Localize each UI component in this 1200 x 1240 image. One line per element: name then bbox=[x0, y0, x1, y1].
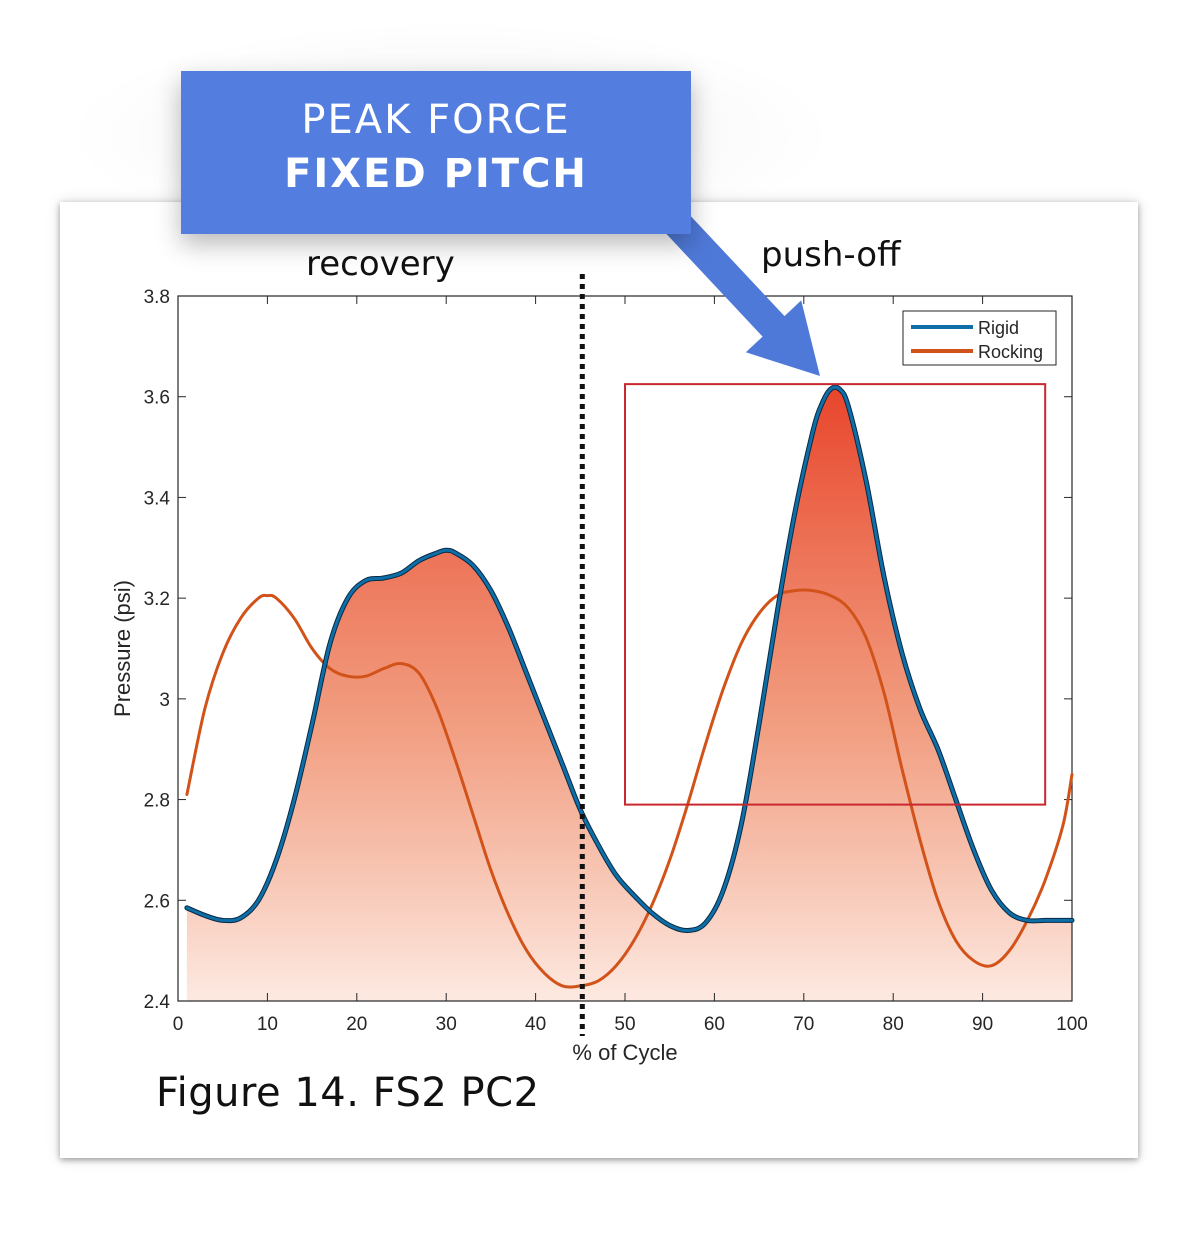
legend-box bbox=[902, 310, 1057, 366]
x-tick-label: 60 bbox=[704, 1014, 725, 1035]
x-tick-label: 80 bbox=[883, 1014, 904, 1035]
x-tick-label: 50 bbox=[614, 1014, 635, 1035]
x-tick-label: 0 bbox=[173, 1014, 184, 1035]
legend-label-rigid: Rigid bbox=[978, 318, 1019, 338]
x-axis-label: % of Cycle bbox=[572, 1040, 677, 1065]
area-fill-rigid bbox=[186, 387, 1072, 1001]
region-label-push-off: push-off bbox=[761, 235, 901, 275]
y-tick-label: 3.6 bbox=[144, 388, 170, 409]
legend-label-rocking: Rocking bbox=[978, 342, 1043, 362]
series-line-rocking bbox=[185, 588, 1074, 989]
highlight-box bbox=[624, 383, 1047, 806]
y-tick-label: 3 bbox=[159, 690, 170, 711]
y-tick-label: 3.4 bbox=[144, 488, 171, 509]
x-tick-label: 10 bbox=[257, 1014, 278, 1035]
callout-box: PEAK FORCE FIXED PITCH bbox=[181, 71, 691, 234]
callout-subtitle: FIXED PITCH bbox=[284, 151, 588, 197]
x-tick-label: 40 bbox=[525, 1014, 546, 1035]
y-tick-label: 3.8 bbox=[144, 287, 170, 308]
figure-caption: Figure 14. FS2 PC2 bbox=[156, 1070, 540, 1116]
callout-title: PEAK FORCE bbox=[301, 97, 571, 143]
x-tick-label: 100 bbox=[1056, 1014, 1088, 1035]
y-axis-label: Pressure (psi) bbox=[110, 580, 135, 717]
y-tick-label: 2.8 bbox=[144, 791, 170, 812]
callout-arrow bbox=[661, 207, 820, 376]
x-tick-label: 70 bbox=[793, 1014, 814, 1035]
y-tick-label: 3.2 bbox=[144, 589, 170, 610]
x-tick-label: 90 bbox=[972, 1014, 993, 1035]
y-tick-label: 2.4 bbox=[144, 992, 171, 1013]
x-tick-label: 30 bbox=[436, 1014, 457, 1035]
x-tick-label: 20 bbox=[346, 1014, 367, 1035]
region-label-recovery: recovery bbox=[306, 244, 455, 284]
series-line-rigid bbox=[185, 385, 1074, 933]
y-tick-label: 2.6 bbox=[144, 891, 170, 912]
